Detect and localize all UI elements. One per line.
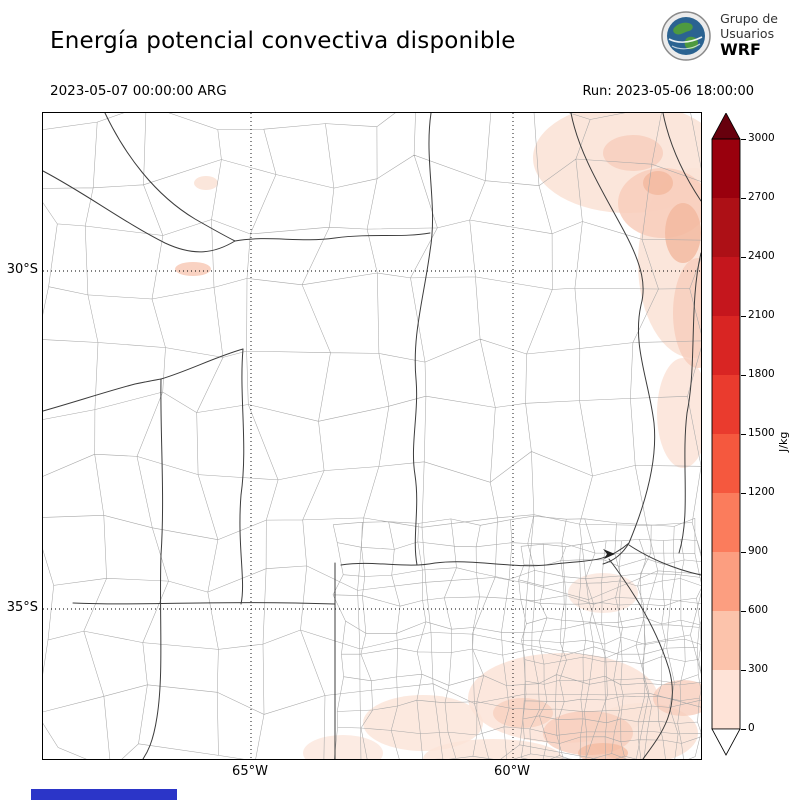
colorbar-seg-0 — [712, 139, 740, 198]
globe-icon — [661, 11, 711, 61]
wrf-users-logo: Grupo de Usuarios WRF — [660, 10, 778, 62]
valid-time-label: 2023-05-07 00:00:00 ARG — [50, 83, 227, 99]
colorbar-seg-5 — [712, 434, 740, 493]
colorbar-seg-1 — [712, 198, 740, 257]
logo-org-line1: Grupo de — [720, 11, 778, 27]
department-boundaries — [43, 113, 701, 759]
colorbar-tick-2100: 2100 — [741, 309, 775, 321]
colorbar-seg-9 — [712, 670, 740, 729]
colorbar-unit-label: J/kg — [777, 431, 790, 452]
footer-partial-bar — [31, 789, 177, 800]
colorbar-under-arrow — [711, 728, 741, 756]
lon-tick-65w: 65°W — [232, 764, 268, 779]
colorbar-seg-7 — [712, 552, 740, 611]
colorbar-tick-300: 300 — [740, 663, 769, 675]
colorbar-tick-600: 600 — [740, 604, 769, 616]
colorbar-tick-2400: 2400 — [741, 250, 775, 262]
colorbar-tick-2700: 2700 — [741, 191, 775, 203]
map-canvas — [43, 113, 701, 759]
colorbar — [711, 113, 741, 756]
colorbar-seg-8 — [712, 611, 740, 670]
page-title: Energía potencial convectiva disponible — [50, 28, 516, 54]
lat-tick-30s: 30°S — [6, 262, 38, 277]
province-boundaries — [43, 113, 701, 759]
colorbar-seg-4 — [712, 375, 740, 434]
lat-tick-35s: 35°S — [6, 600, 38, 615]
colorbar-seg-2 — [712, 257, 740, 316]
colorbar-tick-1200: 1200 — [741, 486, 775, 498]
run-time-label: Run: 2023-05-06 18:00:00 — [582, 84, 754, 99]
colorbar-seg-6 — [712, 493, 740, 552]
logo-model-name: WRF — [720, 40, 761, 60]
colorbar-tick-900: 900 — [740, 545, 769, 557]
colorbar-tick-1800: 1800 — [741, 368, 775, 380]
colorbar-tick-0: 0 — [741, 722, 755, 734]
colorbar-seg-3 — [712, 316, 740, 375]
colorbar-over-arrow — [711, 113, 741, 140]
lon-tick-60w: 60°W — [494, 764, 530, 779]
logo-org-line2: Usuarios — [720, 25, 775, 41]
cape-map-panel — [42, 112, 702, 760]
graticule-lines — [43, 113, 701, 759]
colorbar-tick-1500: 1500 — [741, 427, 775, 439]
colorbar-tick-3000: 3000 — [741, 132, 775, 144]
city-marker — [603, 549, 615, 559]
